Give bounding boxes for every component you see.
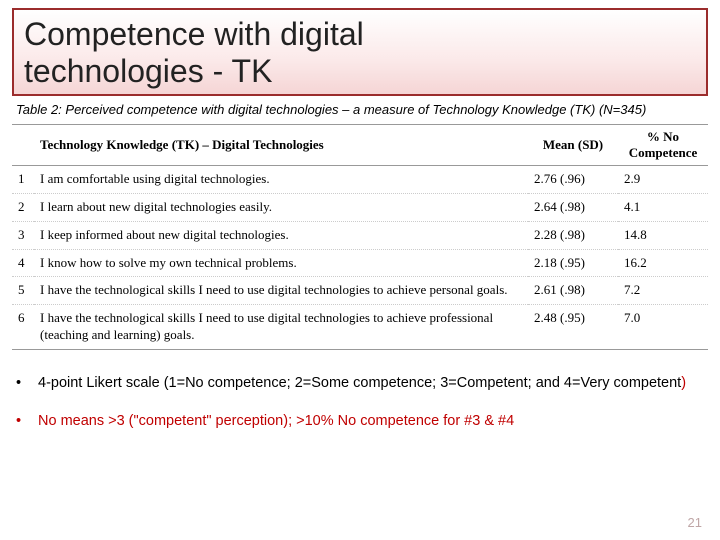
col-blank — [12, 124, 34, 165]
row-pct: 16.2 — [618, 249, 708, 277]
table-row: 3 I keep informed about new digital tech… — [12, 221, 708, 249]
row-item: I have the technological skills I need t… — [34, 277, 528, 305]
bullet-1-text: 4-point Likert scale (1=No competence; 2… — [38, 374, 686, 394]
row-item: I know how to solve my own technical pro… — [34, 249, 528, 277]
row-item: I have the technological skills I need t… — [34, 305, 528, 350]
row-pct: 7.0 — [618, 305, 708, 350]
row-mean: 2.61 (.98) — [528, 277, 618, 305]
bullets: • 4-point Likert scale (1=No competence;… — [12, 374, 708, 431]
bullet-2: • No means >3 ("competent" perception); … — [16, 412, 704, 432]
row-pct: 14.8 — [618, 221, 708, 249]
bullet-dot-icon: • — [16, 412, 38, 432]
data-table: Technology Knowledge (TK) – Digital Tech… — [12, 124, 708, 350]
bullet1-part-a: 4-point Likert scale (1=No competence; 2… — [38, 375, 681, 391]
row-mean: 2.64 (.98) — [528, 193, 618, 221]
row-mean: 2.28 (.98) — [528, 221, 618, 249]
row-pct: 2.9 — [618, 165, 708, 193]
col-pct: % No Competence — [618, 124, 708, 165]
slide-number: 21 — [688, 515, 702, 530]
bullet1-part-b: ) — [681, 375, 686, 391]
row-num: 1 — [12, 165, 34, 193]
header-row: Technology Knowledge (TK) – Digital Tech… — [12, 124, 708, 165]
row-num: 5 — [12, 277, 34, 305]
bullet-1: • 4-point Likert scale (1=No competence;… — [16, 374, 704, 394]
row-item: I learn about new digital technologies e… — [34, 193, 528, 221]
caption-lead: Table 2: — [16, 102, 62, 117]
row-mean: 2.18 (.95) — [528, 249, 618, 277]
row-num: 6 — [12, 305, 34, 350]
title-line2: technologies - TK — [24, 53, 696, 90]
table-row: 5 I have the technological skills I need… — [12, 277, 708, 305]
row-num: 2 — [12, 193, 34, 221]
table-row: 6 I have the technological skills I need… — [12, 305, 708, 350]
table-row: 1 I am comfortable using digital technol… — [12, 165, 708, 193]
col-main: Technology Knowledge (TK) – Digital Tech… — [34, 124, 528, 165]
title-box: Competence with digital technologies - T… — [12, 8, 708, 96]
row-pct: 4.1 — [618, 193, 708, 221]
row-item: I keep informed about new digital techno… — [34, 221, 528, 249]
row-item: I am comfortable using digital technolog… — [34, 165, 528, 193]
row-mean: 2.48 (.95) — [528, 305, 618, 350]
row-pct: 7.2 — [618, 277, 708, 305]
table-row: 2 I learn about new digital technologies… — [12, 193, 708, 221]
col-mean: Mean (SD) — [528, 124, 618, 165]
title-line1: Competence with digital — [24, 16, 696, 53]
row-num: 4 — [12, 249, 34, 277]
table-caption: Table 2: Perceived competence with digit… — [16, 102, 708, 118]
caption-rest: Perceived competence with digital techno… — [62, 102, 647, 117]
row-mean: 2.76 (.96) — [528, 165, 618, 193]
table-row: 4 I know how to solve my own technical p… — [12, 249, 708, 277]
row-num: 3 — [12, 221, 34, 249]
bullet-2-text: No means >3 ("competent" perception); >1… — [38, 412, 514, 432]
bullet-dot-icon: • — [16, 374, 38, 394]
